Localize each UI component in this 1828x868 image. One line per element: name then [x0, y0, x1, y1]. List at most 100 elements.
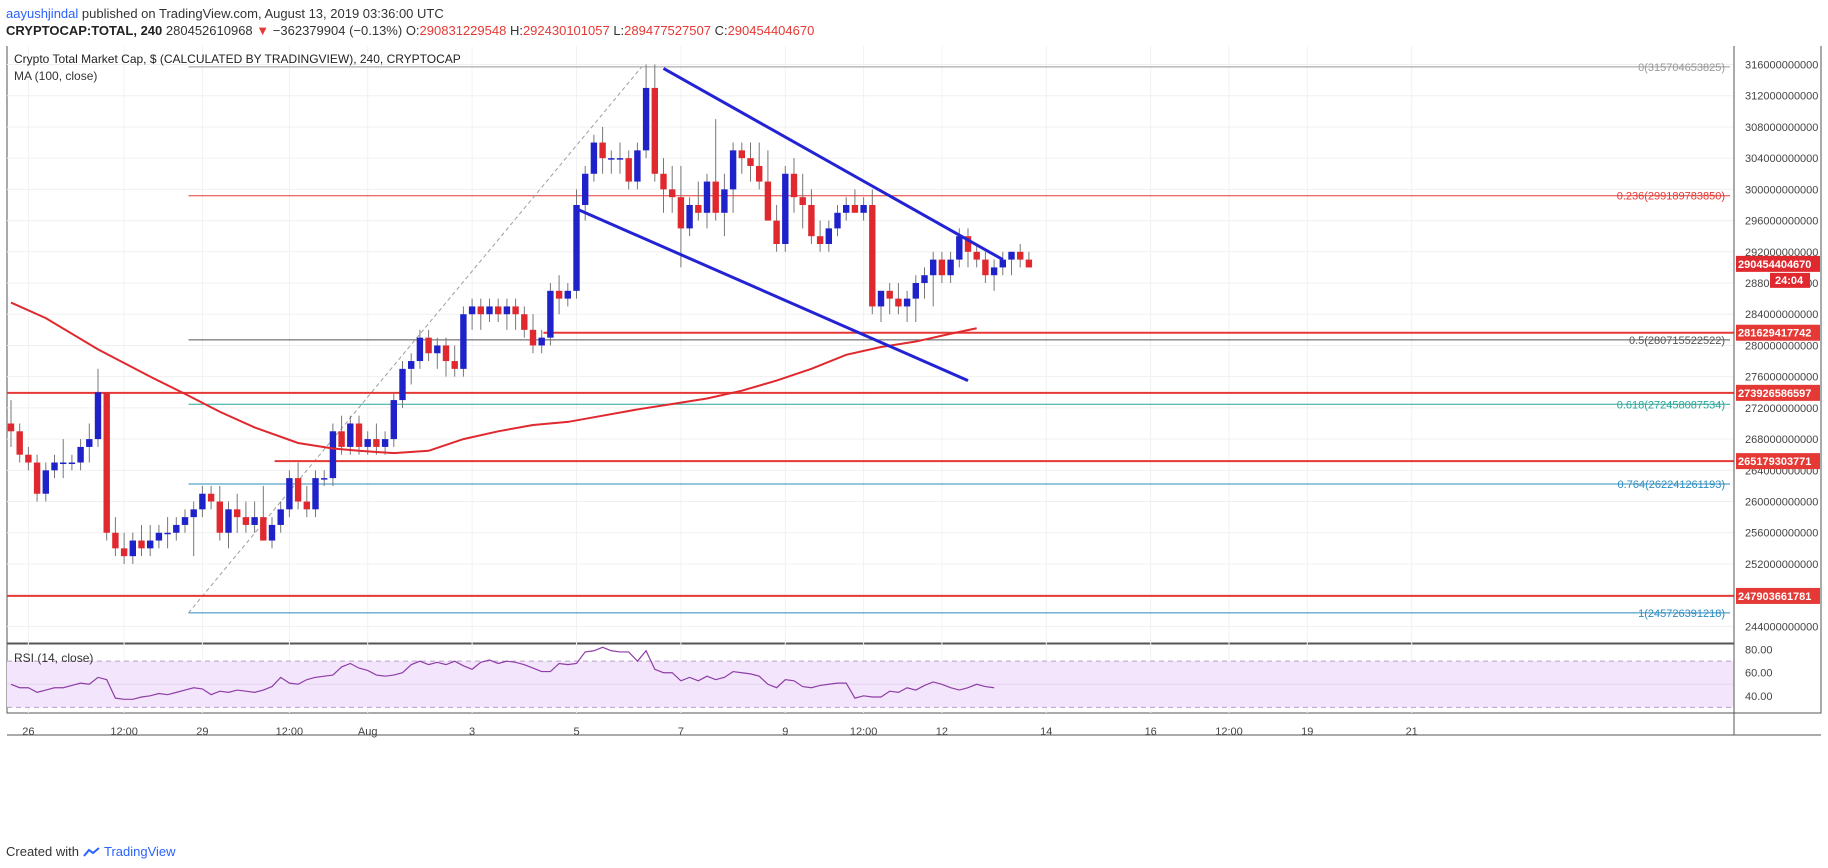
moving-average-line: [10, 301, 977, 455]
candle-up: [860, 204, 867, 213]
x-tick-label: 7: [678, 726, 684, 738]
candle-up: [147, 540, 154, 549]
candle-down: [973, 251, 980, 260]
channel-trend-line: [662, 67, 1004, 261]
candle-down: [216, 501, 223, 533]
candle-down: [982, 259, 989, 276]
author-link[interactable]: aayushjindal: [6, 6, 79, 21]
candle-down: [764, 181, 772, 221]
symbol-name: CRYPTOCAP:TOTAL, 240: [6, 23, 163, 38]
countdown-bg: [1770, 272, 1810, 288]
candle-up: [94, 392, 102, 440]
y-tick-label: 276000000000: [1745, 372, 1818, 384]
candle-down: [738, 150, 745, 159]
candle-up: [408, 361, 415, 369]
candle-up: [468, 306, 476, 315]
candle-down: [338, 431, 345, 447]
footer: Created with TradingView: [6, 844, 176, 859]
candle-down: [555, 290, 563, 299]
candle-down: [112, 532, 119, 549]
price-tag-label: 265179303771: [1738, 456, 1811, 468]
y-tick-label: 260000000000: [1745, 497, 1818, 509]
candle-up: [390, 400, 397, 440]
y-tick-label: 284000000000: [1745, 309, 1818, 321]
candle-up: [155, 532, 163, 541]
candle-down: [425, 337, 432, 354]
candle-up: [86, 439, 93, 447]
candle-down: [521, 314, 528, 330]
low-value: 289477527507: [624, 23, 711, 38]
x-tick-label: 14: [1040, 726, 1052, 738]
candle-up: [877, 290, 885, 307]
candle-down: [651, 87, 658, 174]
published-text: published on TradingView.com, August 13,…: [78, 6, 444, 21]
candle-down: [138, 540, 145, 549]
candle-down: [712, 181, 719, 213]
y-tick-label: 304000000000: [1745, 153, 1818, 165]
high-value: 292430101057: [522, 23, 610, 38]
candle-down: [25, 454, 32, 463]
close-label: C:: [714, 23, 728, 38]
fib-level-label: 1(245726391218): [1638, 608, 1725, 620]
price-tag-label: 247903661781: [1738, 591, 1811, 603]
chart-header: aayushjindal published on TradingView.co…: [0, 0, 1828, 46]
x-tick-label: 21: [1406, 726, 1418, 738]
price-change: −362379904 (−0.13%): [272, 23, 403, 38]
candle-up: [590, 142, 598, 174]
candle-up: [912, 283, 919, 299]
candle-up: [225, 509, 232, 533]
candle-down: [1025, 259, 1033, 268]
rsi-tick-label: 60.00: [1745, 668, 1773, 680]
candle-up: [173, 524, 180, 533]
price-tag-bg: [1736, 384, 1820, 401]
candle-down: [120, 548, 128, 557]
x-tick-label: 5: [573, 726, 579, 738]
candle-down: [851, 204, 859, 213]
chart-canvas[interactable]: 316000000000 312000000000 308000000000 3040…: [0, 46, 1828, 844]
fib-level-label: 0.236(299189783850): [1617, 191, 1725, 203]
candle-down: [294, 478, 302, 502]
candle-up: [990, 267, 998, 276]
fib-level-label: 0(315704653825): [1638, 62, 1725, 74]
symbol-line: CRYPTOCAP:TOTAL, 240 280452610968 ▼ −362…: [6, 23, 814, 38]
candle-down: [799, 197, 806, 205]
candle-up: [312, 478, 319, 510]
x-tick-label: 12:00: [850, 726, 878, 738]
candle-up: [42, 470, 49, 494]
candle-down: [207, 493, 215, 502]
tradingview-link[interactable]: TradingView: [104, 844, 176, 859]
outer-frame: [6, 46, 1822, 714]
candle-down: [303, 501, 310, 510]
candle-up: [729, 150, 737, 190]
rsi-tick-label: 80.00: [1745, 645, 1773, 657]
x-tick-label: 29: [196, 726, 208, 738]
chart-title: Crypto Total Market Cap, $ (CALCULATED B…: [14, 52, 461, 66]
candle-up: [634, 150, 641, 182]
last-price-tag-bg: [1736, 255, 1820, 272]
candle-down: [808, 204, 815, 237]
low-label: L:: [613, 23, 625, 38]
y-tick-label: 292000000000: [1745, 247, 1818, 259]
x-tick-label: 3: [469, 726, 475, 738]
candle-up: [834, 212, 841, 229]
candle-up: [399, 368, 406, 401]
y-tick-label: 256000000000: [1745, 528, 1818, 540]
candle-up: [930, 259, 937, 276]
candle-down: [599, 142, 606, 159]
change-arrow: ▼: [256, 23, 270, 38]
candle-down: [7, 423, 15, 432]
created-with-text: Created with: [6, 844, 79, 859]
candle-up: [460, 314, 467, 369]
candle-up: [60, 462, 67, 465]
candle-up: [721, 189, 728, 213]
candle-down: [451, 361, 458, 369]
candle-up: [329, 431, 337, 479]
candle-down: [16, 431, 23, 455]
open-value: 290831229548: [419, 23, 507, 38]
candle-up: [68, 462, 76, 465]
rsi-line: [10, 646, 995, 700]
y-tick-label: 296000000000: [1745, 216, 1818, 228]
candle-down: [938, 259, 946, 276]
candle-up: [277, 509, 284, 525]
candle-down: [695, 204, 702, 213]
